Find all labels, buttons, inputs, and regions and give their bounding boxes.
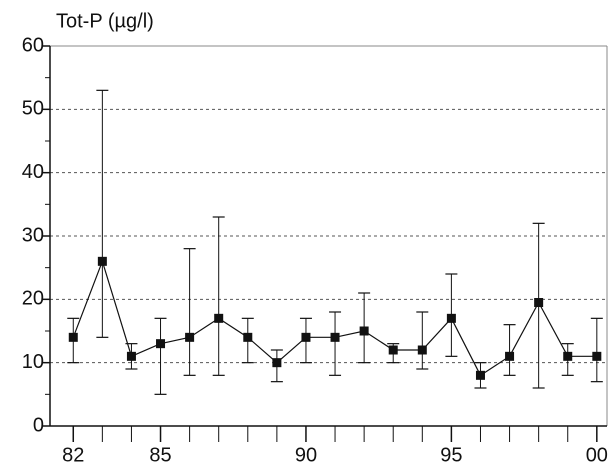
data-point <box>330 332 340 342</box>
data-point <box>97 256 107 266</box>
x-tick-label: 00 <box>586 444 608 466</box>
y-tick-label: 30 <box>22 224 44 246</box>
y-tick-label: 50 <box>22 98 44 120</box>
x-tick-label: 95 <box>440 444 462 466</box>
y-tick-label: 10 <box>22 351 44 373</box>
x-tick-label: 82 <box>62 444 84 466</box>
data-point <box>475 370 485 380</box>
data-point <box>388 345 398 355</box>
data-point <box>417 345 427 355</box>
data-point <box>592 351 602 361</box>
data-point <box>534 298 544 307</box>
data-point <box>185 332 195 342</box>
data-point <box>243 332 253 342</box>
chart-title: Tot-P (µg/l) <box>56 10 154 32</box>
y-tick-label: 0 <box>33 414 44 436</box>
data-point <box>214 313 224 323</box>
data-point <box>301 332 311 342</box>
data-point <box>68 332 78 342</box>
y-tick-label: 20 <box>22 288 44 310</box>
data-point <box>563 351 573 361</box>
data-point <box>156 339 166 349</box>
y-tick-label: 40 <box>22 161 44 183</box>
y-tick-label: 60 <box>22 34 44 56</box>
data-point <box>505 351 515 361</box>
x-tick-label: 90 <box>295 444 317 466</box>
data-point <box>126 351 136 361</box>
data-point <box>272 358 282 368</box>
data-point <box>359 326 369 336</box>
data-point <box>446 313 456 323</box>
x-tick-label: 85 <box>149 444 171 466</box>
